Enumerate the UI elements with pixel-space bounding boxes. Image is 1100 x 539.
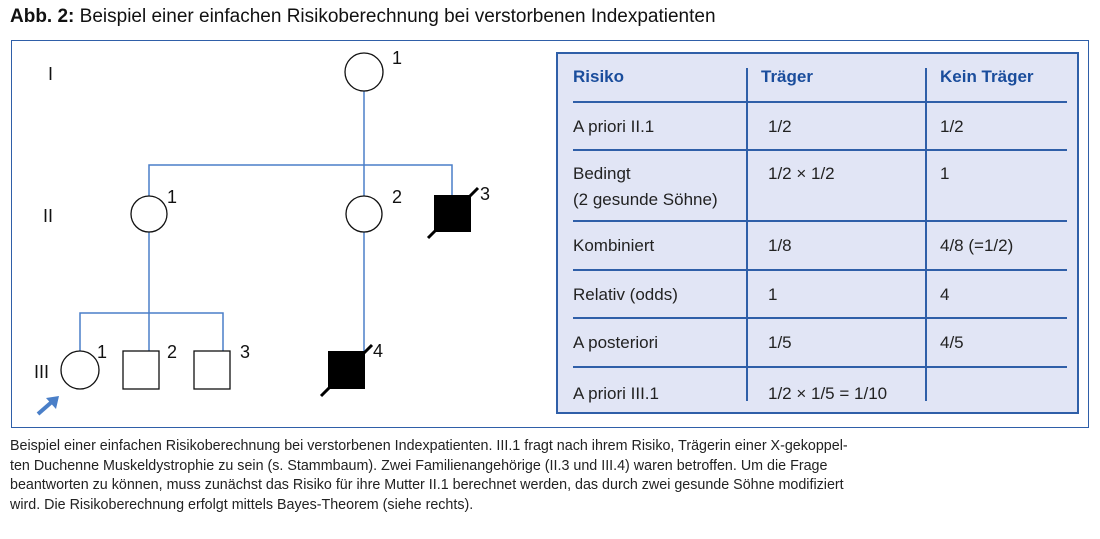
male-iii2 xyxy=(122,350,160,390)
figure-frame xyxy=(11,40,1089,428)
proband-arrow-icon xyxy=(36,396,59,416)
deceased-slash-ii3 xyxy=(426,186,480,240)
deceased-slash-iii4 xyxy=(319,343,374,398)
carrier-value: 1/2 × 1/2 xyxy=(768,164,835,183)
row-divider xyxy=(573,101,1067,103)
female-ii1 xyxy=(130,195,168,233)
number-ii2: 2 xyxy=(392,187,402,207)
non-carrier-value: 4/8 (=1/2) xyxy=(940,236,1014,255)
caption-line: ten Duchenne Muskeldystrophie zu sein (s… xyxy=(10,457,828,474)
row-divider xyxy=(573,220,1067,222)
row-label: A priori II.1 xyxy=(573,117,655,136)
carrier-value: 1/2 xyxy=(768,117,792,136)
male-iii3 xyxy=(193,350,231,390)
number-iii4: 4 xyxy=(373,341,383,361)
header-risiko: Risiko xyxy=(573,67,625,86)
row-label-sub: (2 gesunde Söhne) xyxy=(573,190,718,209)
generation-label-iii: III xyxy=(34,362,49,382)
number-ii1: 1 xyxy=(167,187,177,207)
header-kein-traeger: Kein Träger xyxy=(940,67,1034,86)
carrier-value: 1/2 × 1/5 = 1/10 xyxy=(768,384,888,403)
row-label: Relativ (odds) xyxy=(573,285,678,304)
non-carrier-value: 1 xyxy=(940,164,950,183)
number-iii3: 3 xyxy=(240,342,250,362)
column-divider xyxy=(925,68,927,401)
row-divider xyxy=(573,366,1067,368)
non-carrier-value: 1/2 xyxy=(940,117,964,136)
female-iii1-proband xyxy=(60,350,100,390)
figure-label: Abb. 2: xyxy=(10,6,75,27)
row-label: A priori III.1 xyxy=(573,384,659,403)
figure-title: Abb. 2: Beispiel einer einfachen Risikob… xyxy=(10,6,716,28)
sibship-line-iii xyxy=(79,312,224,351)
caption-line: Beispiel einer einfachen Risikoberechnun… xyxy=(10,438,848,454)
number-i1: 1 xyxy=(392,48,402,68)
carrier-value: 1 xyxy=(768,285,778,304)
number-iii2: 2 xyxy=(167,342,177,362)
row-divider xyxy=(573,149,1067,151)
row-divider xyxy=(573,269,1067,271)
number-ii3: 3 xyxy=(480,184,490,204)
number-iii1: 1 xyxy=(97,342,107,362)
column-divider xyxy=(746,68,748,401)
generation-label-i: I xyxy=(48,64,53,84)
risk-table: Risiko Träger Kein Träger A priori II.1 … xyxy=(556,52,1079,414)
caption-line: wird. Die Risikoberechnung erfolgt mitte… xyxy=(10,496,474,513)
non-carrier-value: 4 xyxy=(940,285,950,304)
pedigree-lines xyxy=(79,91,453,351)
row-divider xyxy=(573,317,1067,319)
figure-title-text: Beispiel einer einfachen Risikoberechnun… xyxy=(79,6,716,27)
row-label: Bedingt xyxy=(573,164,631,183)
row-label: Kombiniert xyxy=(573,236,655,255)
female-ii2 xyxy=(345,195,383,233)
pedigree-chart: I II III 1 1 2 3 1 2 3 4 xyxy=(34,48,490,416)
carrier-value: 1/8 xyxy=(768,236,792,255)
generation-label-ii: II xyxy=(43,206,53,226)
non-carrier-value: 4/5 xyxy=(940,333,964,352)
caption-line: beantworten zu können, muss zunächst das… xyxy=(10,477,844,493)
carrier-value: 1/5 xyxy=(768,333,792,352)
figure-caption: Beispiel einer einfachen Risikoberechnun… xyxy=(10,437,1095,515)
female-i1 xyxy=(344,52,384,92)
row-label: A posteriori xyxy=(573,333,659,352)
header-traeger: Träger xyxy=(761,67,813,86)
sibship-line-ii xyxy=(148,164,453,196)
